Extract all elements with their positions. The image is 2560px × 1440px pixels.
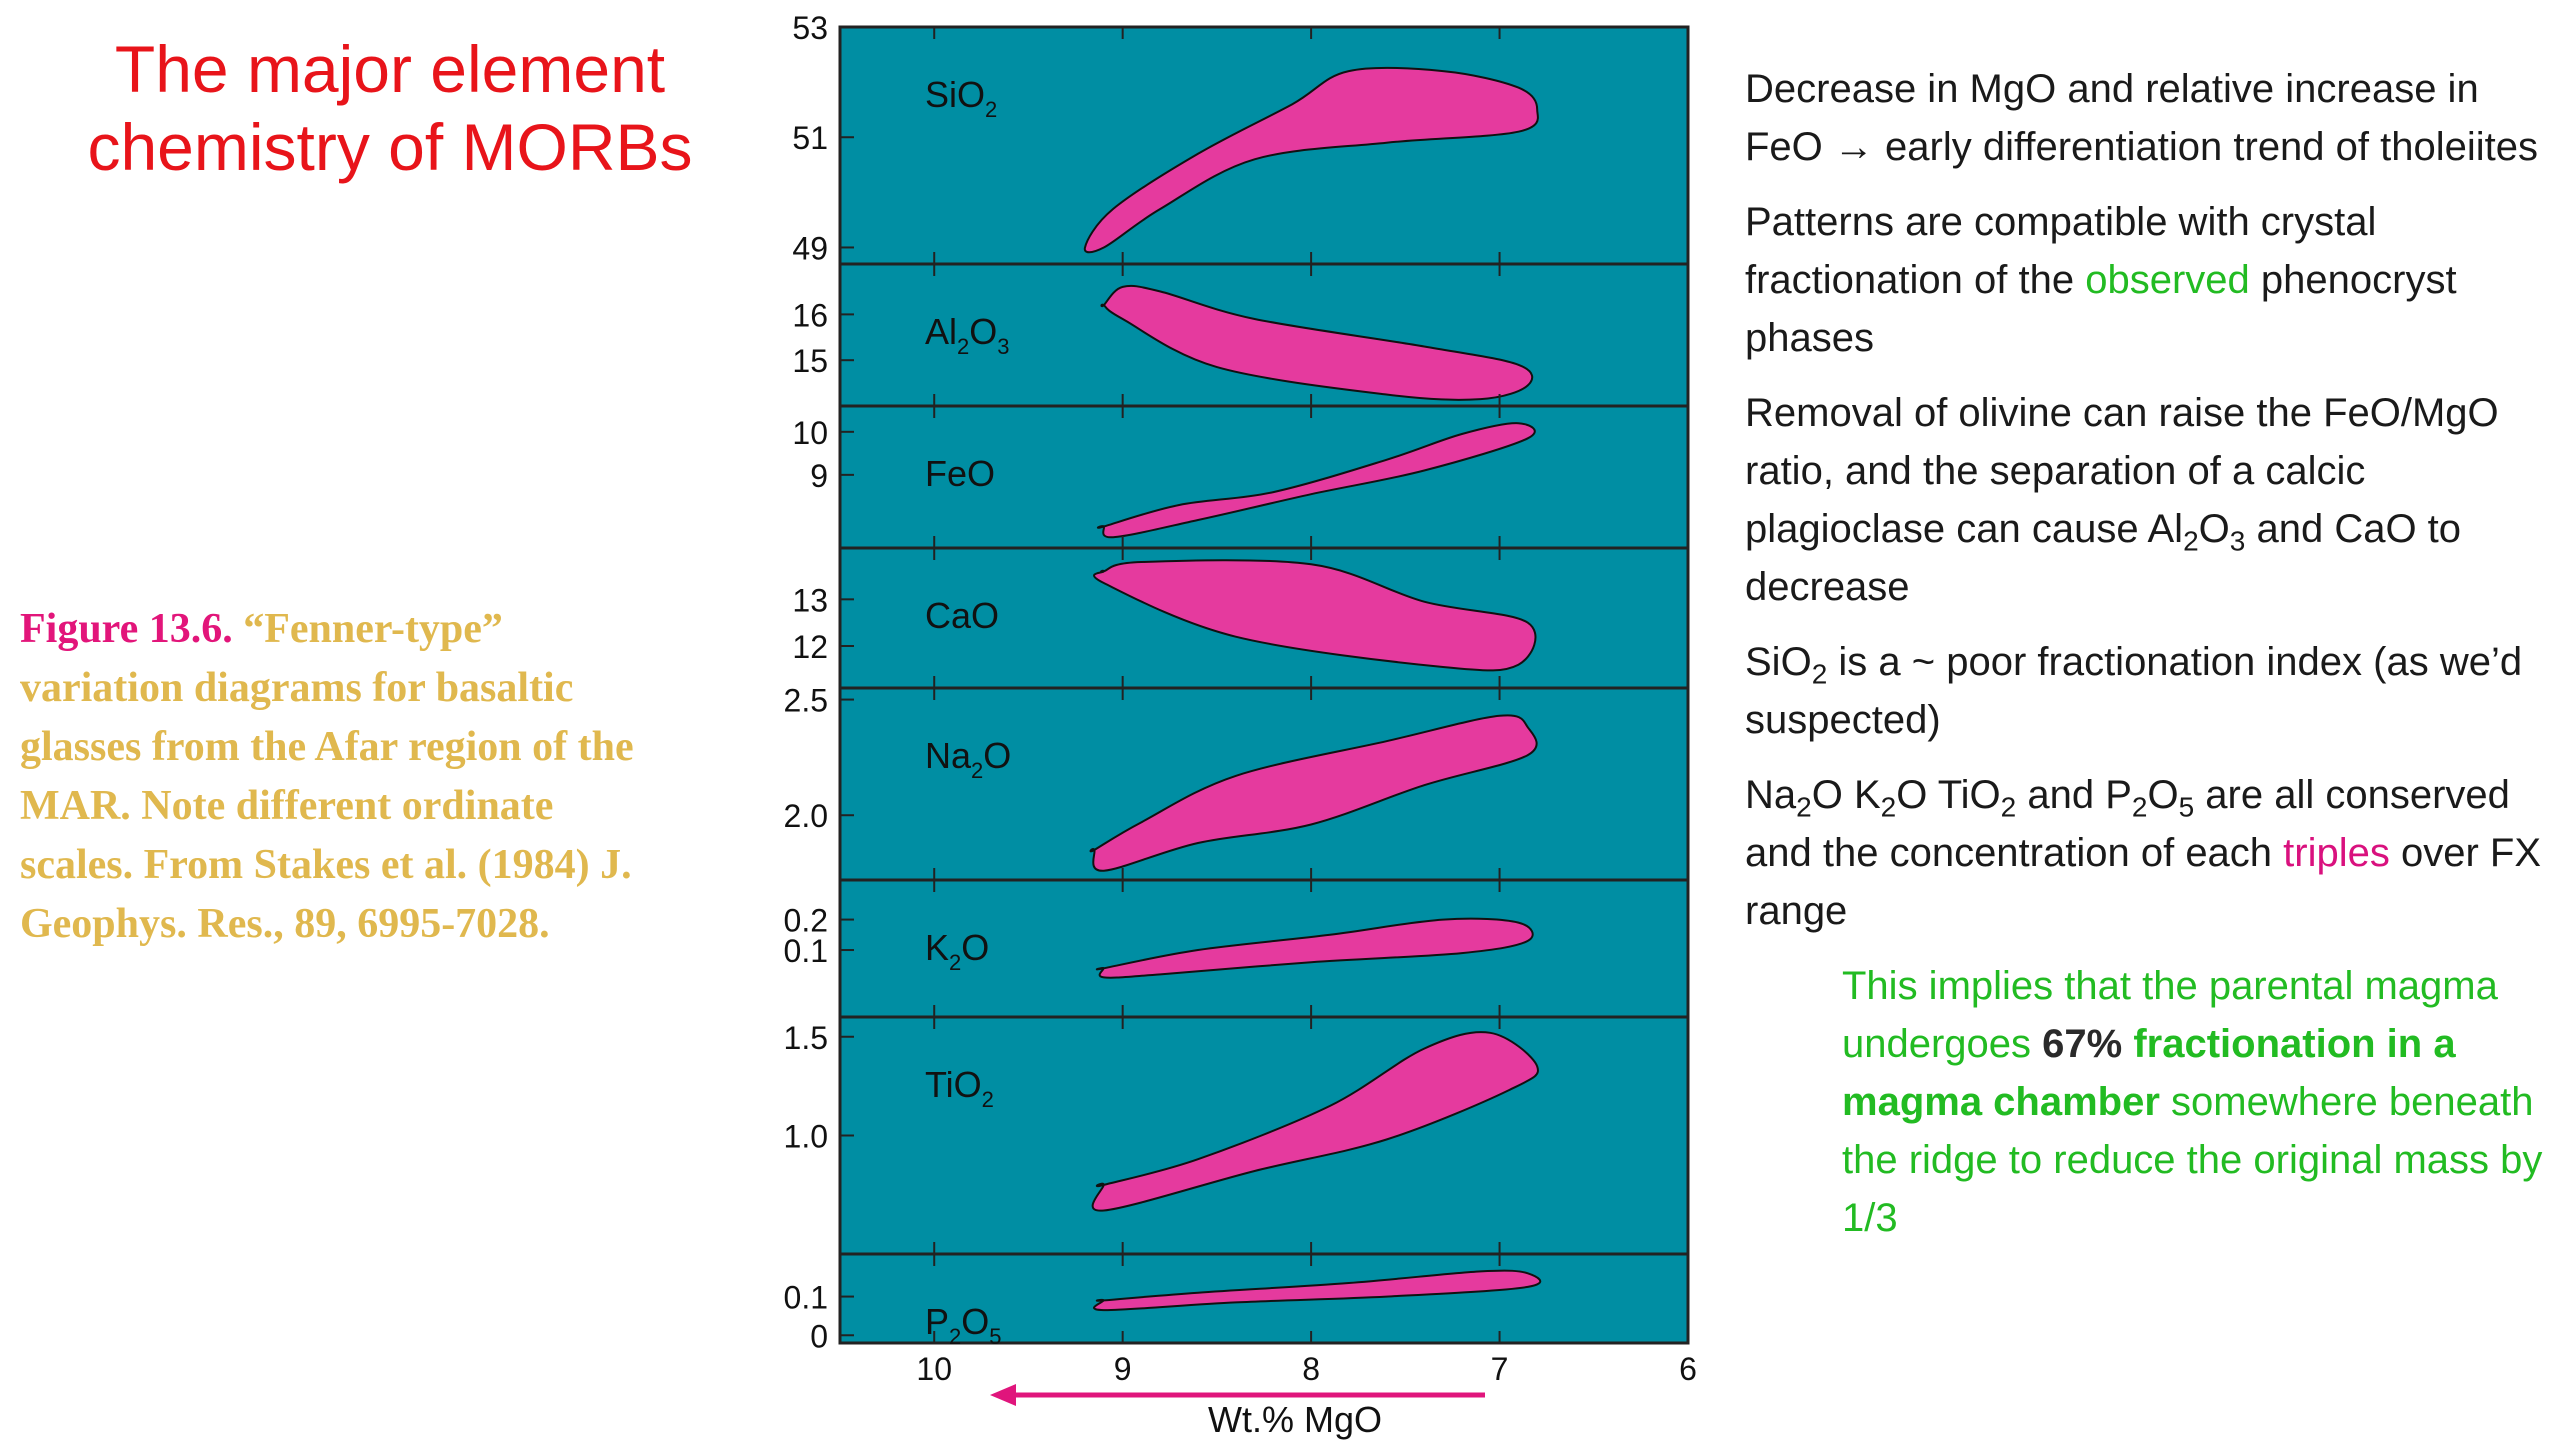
panel-sio2-ytick-label: 53 <box>792 10 828 46</box>
panel-feo-label: FeO <box>925 453 995 494</box>
bullet-2: Patterns are compatible with crystal fra… <box>1745 200 2457 360</box>
panel-p25-ytick-label: 0 <box>810 1318 828 1354</box>
panel-cao-field <box>1093 559 1537 672</box>
panel-na2-label: Na2O <box>925 735 1011 783</box>
panel-cao-label: CaO <box>925 595 999 636</box>
bullet-3: Removal of olivine can raise the FeO/MgO… <box>1745 391 2499 609</box>
panel-al23-field <box>1100 284 1534 401</box>
panel-k2-ytick-label: 0.1 <box>784 933 828 969</box>
bullet-4: SiO2 is a ~ poor fractionation index (as… <box>1745 640 2523 742</box>
panel-tio2-label: TiO2 <box>925 1064 994 1112</box>
panel-al23-ytick-label: 16 <box>792 297 828 333</box>
panel-k2-label: K2O <box>925 927 989 975</box>
x-tick-label: 7 <box>1491 1351 1509 1387</box>
panel-tio2-field <box>1091 1031 1539 1212</box>
panel-p25-ytick-label: 0.1 <box>784 1280 828 1316</box>
panel-tio2-ytick-label: 1.0 <box>784 1119 828 1155</box>
panel-al23-label: Al2O3 <box>925 311 1010 359</box>
bullet-text-block: Decrease in MgO and relative increase in… <box>1745 60 2545 1264</box>
panel-p25-field <box>1093 1269 1542 1312</box>
panel-sio2-ytick-label: 51 <box>792 120 828 156</box>
panel-p25-label: P2O5 <box>925 1301 1002 1349</box>
x-tick-label: 9 <box>1114 1351 1132 1387</box>
panel-sio2-ytick-label: 49 <box>792 230 828 266</box>
figure-caption-text: “Fenner-type” variation diagrams for bas… <box>20 606 634 947</box>
panel-sio2-field <box>1083 66 1539 254</box>
bullet-1: Decrease in MgO and relative increase in… <box>1745 67 2539 169</box>
panel-na2-ytick-label: 2.5 <box>784 683 828 719</box>
panel-feo-ytick-label: 9 <box>810 458 828 494</box>
figure-number: Figure 13.6. <box>20 606 233 652</box>
panel-na2-ytick-label: 2.0 <box>784 798 828 834</box>
figure-caption: Figure 13.6. “Fenner-type” variation dia… <box>20 600 660 954</box>
panel-sio2-label: SiO2 <box>925 74 997 122</box>
x-axis-label: Wt.% MgO <box>1208 1399 1382 1440</box>
panel-feo-ytick-label: 10 <box>792 415 828 451</box>
panel-feo-field <box>1096 422 1536 539</box>
panel-tio2-ytick-label: 1.5 <box>784 1020 828 1056</box>
sub-bullet: This implies that the parental magma und… <box>1842 964 2543 1240</box>
panel-k2-field <box>1095 917 1534 979</box>
panel-al23-ytick-label: 15 <box>792 343 828 379</box>
slide-title: The major element chemistry of MORBs <box>87 32 693 184</box>
fenner-variation-diagram: 53 51 49 SiO2 16 15 Al2O3 10 9 FeO 13 12 CaO 2.5 2.0 Na… <box>784 10 1697 1440</box>
x-tick-label: 10 <box>916 1351 952 1387</box>
chart-plot-area <box>838 25 1690 1345</box>
panel-cao-ytick-label: 13 <box>792 582 828 618</box>
arrow-head-icon <box>990 1384 1016 1406</box>
x-tick-label: 8 <box>1302 1351 1320 1387</box>
panel-na2-field <box>1089 714 1538 872</box>
bullet-5: Na2O K2O TiO2 and P2O5 are all conserved… <box>1745 773 2542 933</box>
panel-cao-ytick-label: 12 <box>792 629 828 665</box>
x-tick-label: 6 <box>1679 1351 1697 1387</box>
panel-k2-ytick-label: 0.2 <box>784 903 828 939</box>
